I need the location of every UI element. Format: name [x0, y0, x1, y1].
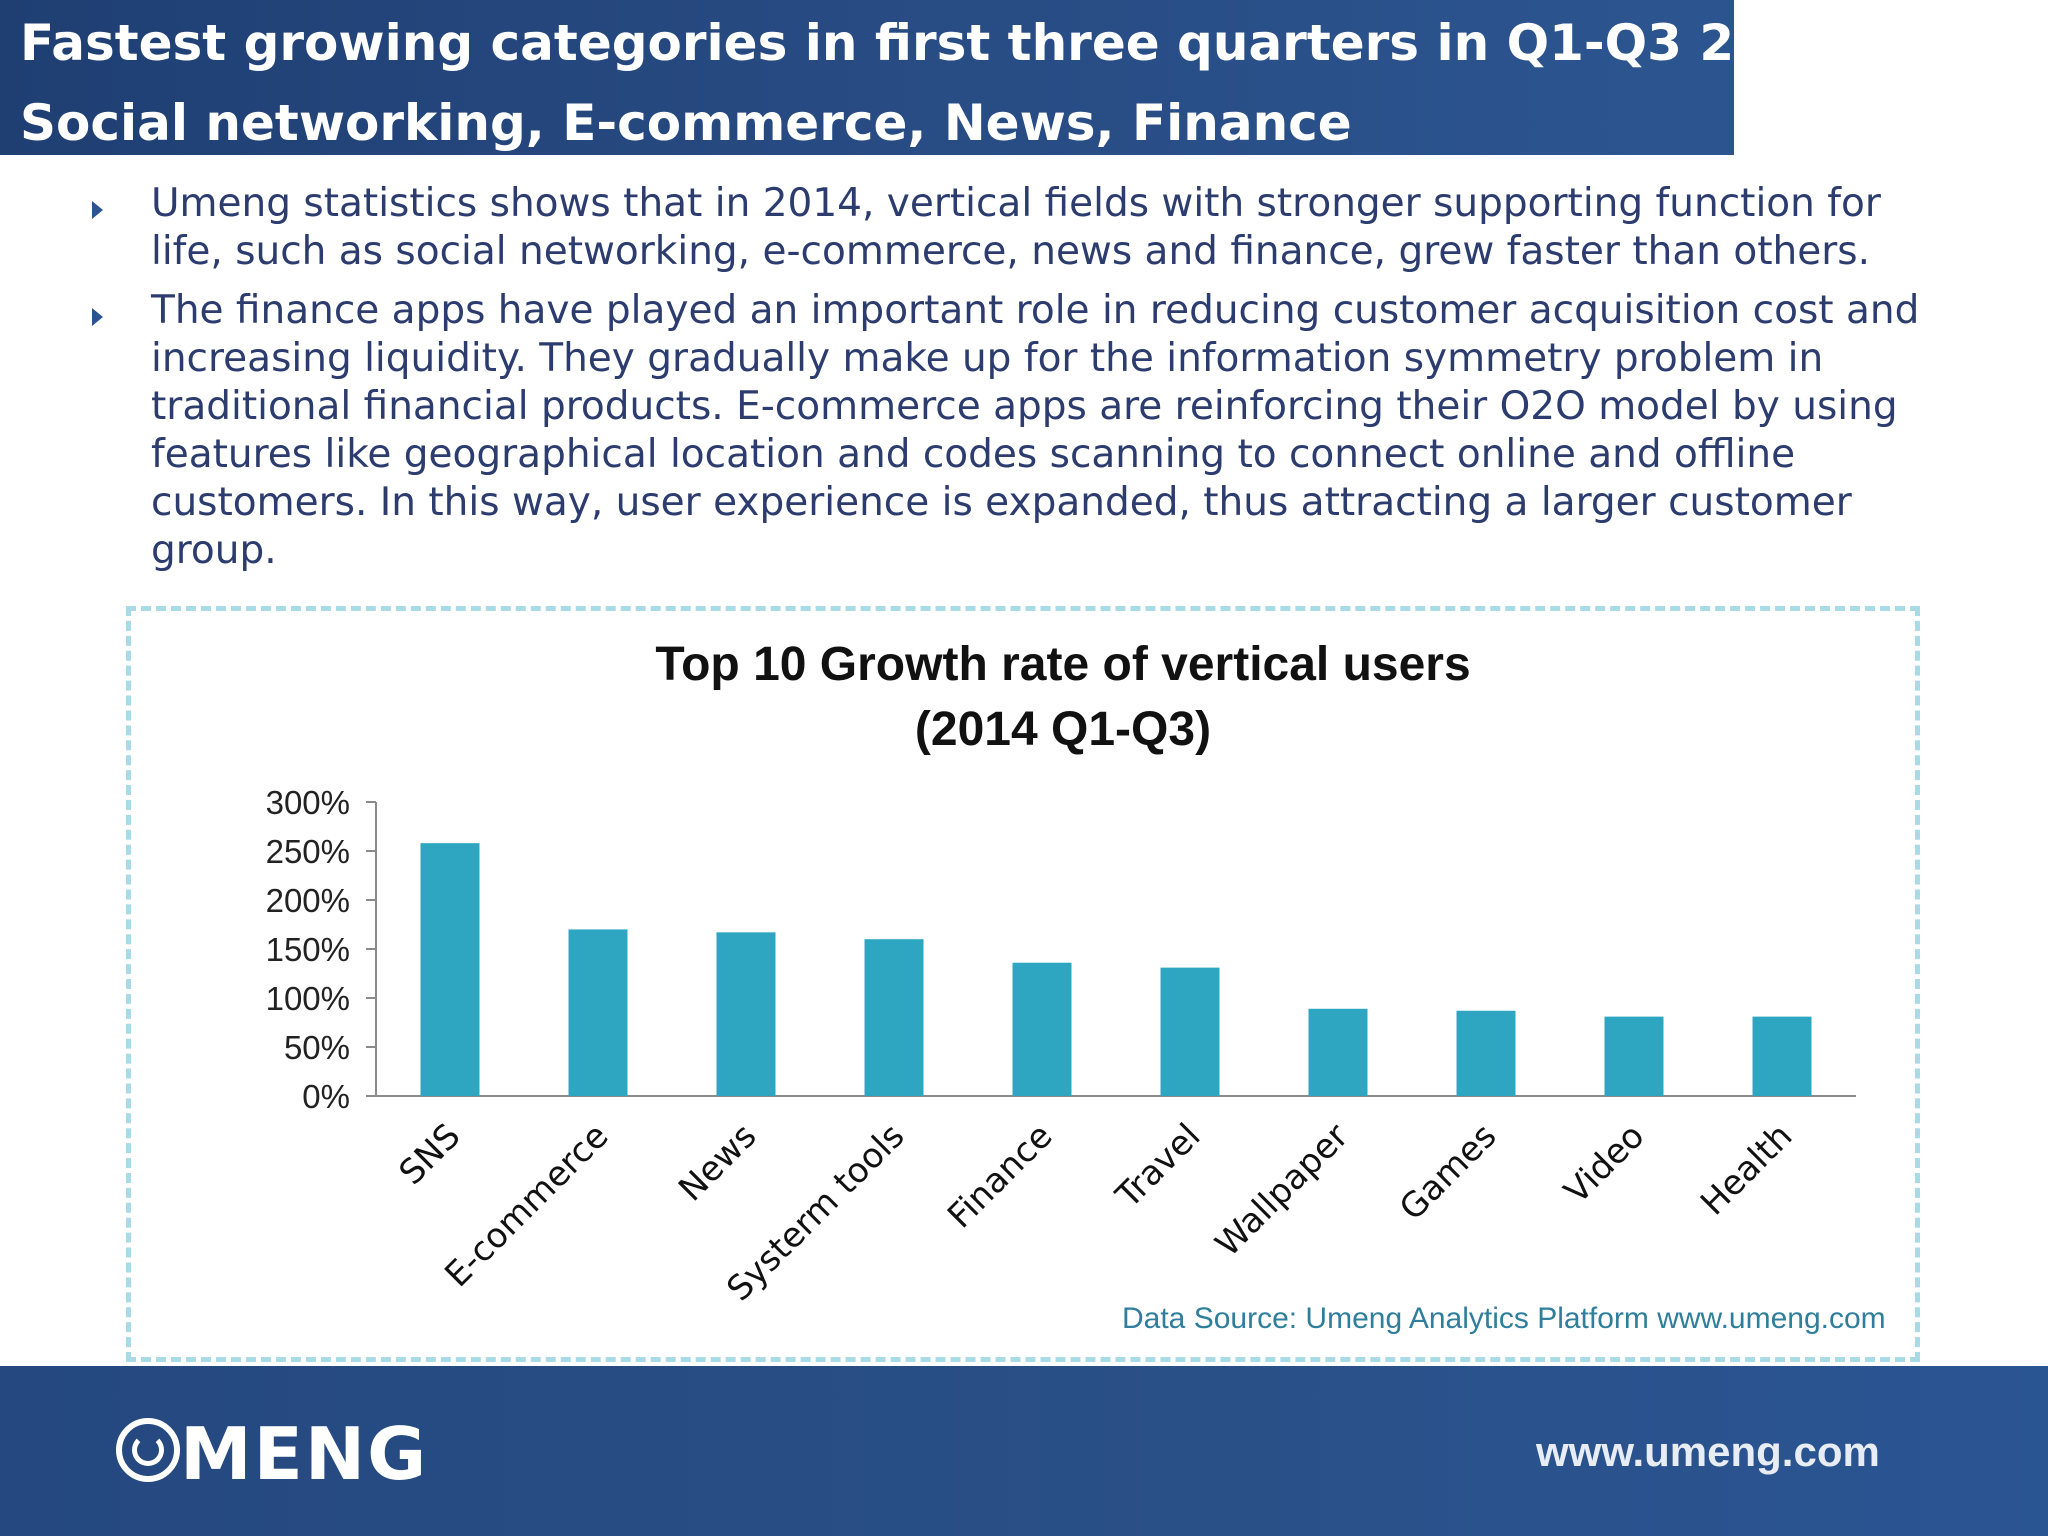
y-axis: 0% 50% 100% 150% 200% 250% 300% — [266, 784, 1856, 1115]
bullet-arrow-icon — [92, 308, 103, 326]
bar-wallpaper — [1308, 1008, 1368, 1096]
bars — [420, 843, 1812, 1096]
bar-travel — [1160, 967, 1220, 1096]
y-tick-label: 0% — [302, 1078, 350, 1115]
bullet-line: group. — [151, 528, 277, 573]
x-tick-label: News — [671, 1116, 764, 1209]
chart-title: Top 10 Growth rate of vertical users — [655, 638, 1470, 691]
y-tick-label: 100% — [266, 980, 350, 1017]
slide-title-line-2: Social networking, E-commerce, News, Fin… — [20, 94, 1352, 152]
title-banner: Fastest growing categories in first thre… — [0, 0, 1859, 155]
x-tick-label: Games — [1392, 1116, 1504, 1228]
bullet-line: customers. In this way, user experience … — [151, 480, 1852, 525]
bullet-text-1: Umeng statistics shows that in 2014, ver… — [151, 180, 2031, 276]
footer-url: www.umeng.com — [1536, 1428, 1880, 1475]
bullet-line: features like geographical location and … — [151, 432, 1796, 477]
chart-subtitle: (2014 Q1-Q3) — [915, 703, 1211, 756]
x-tick-label: Health — [1693, 1116, 1800, 1223]
bullet-line: life, such as social networking, e-comme… — [151, 229, 1870, 274]
bar-games — [1456, 1010, 1516, 1096]
y-tick-label: 250% — [266, 833, 350, 870]
bar-news — [716, 932, 776, 1096]
bullet-text-2: The finance apps have played an importan… — [151, 287, 2031, 575]
bar-sns — [420, 843, 480, 1096]
x-tick-label: Video — [1557, 1116, 1653, 1212]
y-tick-label: 200% — [266, 882, 350, 919]
bar-finance — [1012, 962, 1072, 1096]
x-tick-label: SNS — [392, 1116, 469, 1193]
slide-title-line-1: Fastest growing categories in first thre… — [20, 14, 1859, 72]
bullet-line: traditional financial products. E-commer… — [151, 384, 1898, 429]
bar-systerm-tools — [864, 939, 924, 1096]
footer-band — [0, 1366, 2048, 1536]
y-tick-label: 50% — [284, 1029, 350, 1066]
chart-frame — [126, 606, 1920, 1362]
bullet-line: Umeng statistics shows that in 2014, ver… — [151, 181, 1881, 226]
logo-wordmark: MENG — [180, 1412, 429, 1496]
bullet-line: increasing liquidity. They gradually mak… — [151, 336, 1824, 381]
bar-e-commerce — [568, 929, 628, 1096]
bullet-arrow-icon — [92, 201, 103, 219]
bullet-line: The finance apps have played an importan… — [151, 288, 1920, 333]
y-tick-label: 300% — [266, 784, 350, 821]
umeng-logo-icon — [116, 1418, 180, 1482]
data-source-note: Data Source: Umeng Analytics Platform ww… — [1122, 1302, 1886, 1335]
x-tick-label: Finance — [940, 1116, 1060, 1236]
bar-health — [1752, 1016, 1812, 1096]
y-tick-label: 150% — [266, 931, 350, 968]
growth-rate-chart: Top 10 Growth rate of vertical users (20… — [266, 638, 1856, 1309]
x-tick-label: Wallpaper — [1208, 1116, 1357, 1265]
umeng-logo: MENG — [116, 1412, 426, 1496]
bar-video — [1604, 1016, 1664, 1096]
x-tick-label: Travel — [1108, 1116, 1208, 1216]
